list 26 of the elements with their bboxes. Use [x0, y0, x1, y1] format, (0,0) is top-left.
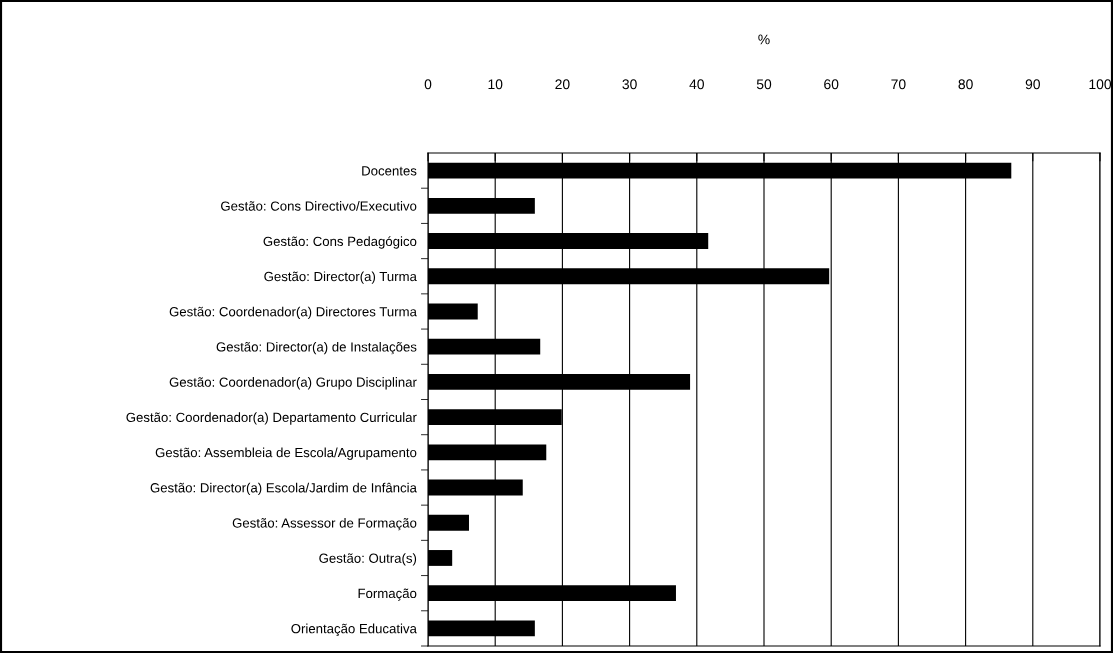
y-tick-label: Gestão: Coordenador(a) Departamento Curricular — [126, 412, 417, 425]
y-tick-label: Gestão: Director(a) Escola/Jardim de Infância — [150, 482, 417, 496]
y-tick-label: Gestão: Coordenador(a) Grupo Disciplinar — [169, 377, 417, 390]
y-tick-label: Orientação Educativa — [291, 623, 417, 636]
y-tick-label: Gestão: Coordenador(a) Directores Turma — [169, 306, 417, 319]
x-tick-label: 100 — [1089, 79, 1112, 90]
x-tick-label: 30 — [622, 79, 637, 90]
x-tick-label: 20 — [555, 79, 570, 90]
y-tick-label: Gestão: Director(a) Turma — [264, 271, 417, 284]
y-tick-label: Gestão: Director(a) de Instalações — [216, 341, 417, 355]
y-tick-label: Gestão: Assessor de Formação — [232, 517, 417, 531]
x-tick-label: 70 — [891, 79, 906, 90]
y-tick-label: Gestão: Cons Directivo/Executivo — [221, 201, 417, 211]
x-tick-label: 60 — [824, 79, 839, 90]
y-tick-label: Gestão: Outra(s) — [319, 553, 417, 566]
y-tick-label: Gestão: Assembleia de Escola/Agrupamento — [155, 447, 417, 460]
x-axis-title: % — [758, 34, 770, 45]
y-tick-label: Docentes — [362, 166, 417, 176]
x-tick-label: 10 — [488, 79, 503, 90]
x-tick-label: 50 — [756, 79, 772, 90]
x-tick-label: 0 — [424, 79, 432, 90]
x-tick-label: 90 — [1025, 79, 1040, 90]
y-tick-label: Gestão: Cons Pedagógico — [263, 236, 417, 249]
x-tick-label: 40 — [689, 79, 704, 90]
x-tick-label: 80 — [958, 79, 973, 90]
y-tick-label: Formação — [358, 588, 417, 601]
